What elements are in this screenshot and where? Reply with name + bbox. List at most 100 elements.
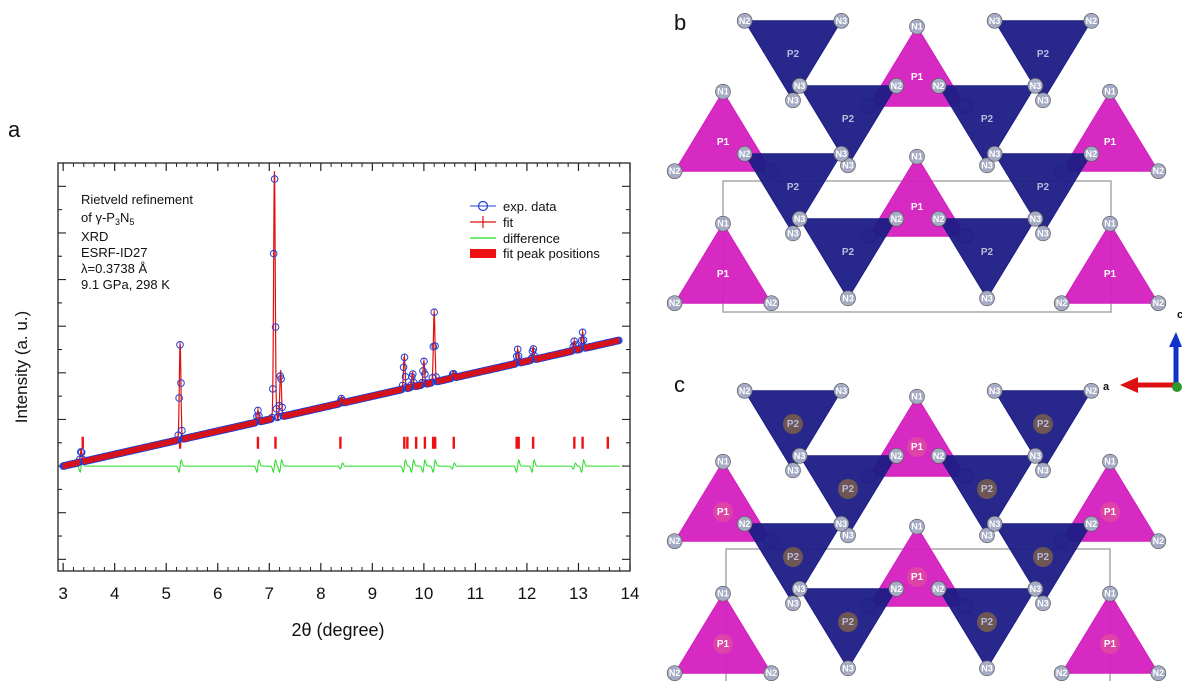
atom-sphere (986, 146, 1003, 162)
atom-label: N3 (989, 149, 1001, 159)
p1-label: P1 (911, 202, 924, 213)
exp-data-point (178, 426, 186, 435)
atom-sphere (791, 447, 808, 464)
atom-label: N3 (842, 663, 854, 673)
panel-c-structure: c P2N3N2N3P2N3N3N2P1N1N2N2P2N3N3N2P2N3N2… (666, 372, 1167, 686)
annotation-line-2: of γ-P3N5 (81, 210, 134, 227)
atom-sphere (763, 295, 780, 312)
atom-label: N2 (669, 536, 681, 546)
p2-label: P2 (787, 182, 800, 193)
exp-data-point (399, 363, 408, 372)
atom-sphere (785, 225, 801, 242)
peak-position-marker (581, 436, 584, 449)
x-tick-label: 14 (621, 584, 640, 603)
peak-position-marker (406, 436, 409, 449)
atom-sphere (986, 382, 1003, 399)
atom-label: N3 (1030, 451, 1042, 461)
atom-sphere (1053, 295, 1070, 312)
atom-label: N2 (739, 519, 751, 529)
legend-entry-difference: difference (470, 231, 560, 246)
tetrahedron (993, 153, 1093, 235)
data-layer (59, 171, 623, 474)
atom-sphere (785, 595, 801, 612)
atom-label: N3 (989, 519, 1001, 529)
atom-label: N3 (1037, 95, 1049, 105)
atom-label: N2 (1056, 668, 1068, 678)
refinement-annotation: Rietveld refinement of γ-P3N5 XRD ESRF-I… (81, 192, 193, 292)
x-tick-label: 11 (467, 584, 485, 603)
peak-position-marker (531, 436, 535, 449)
peak-position-marker (423, 436, 427, 449)
atom-label: N3 (981, 293, 993, 303)
atom-sphere (930, 580, 947, 597)
p1-label: P1 (911, 442, 924, 453)
x-tick-label: 10 (414, 584, 433, 603)
peak-position-marker (178, 436, 182, 449)
atom-sphere (1150, 533, 1167, 550)
atom-sphere (979, 527, 995, 544)
p1-label: P1 (717, 507, 730, 518)
exp-data-point (269, 385, 277, 393)
exp-data-point (579, 336, 588, 344)
atom-sphere (1027, 78, 1044, 94)
exp-data-point (269, 249, 278, 258)
peak-position-marker (434, 436, 437, 449)
atom-label: N2 (1153, 166, 1165, 176)
atom-label: N2 (891, 214, 903, 224)
p1-label: P1 (717, 137, 730, 148)
p2-label: P2 (1037, 182, 1050, 193)
atom-sphere (909, 148, 925, 165)
p2-label: P2 (787, 419, 800, 430)
exp-data-point (271, 323, 280, 331)
atom-sphere (1150, 295, 1167, 312)
atom-label: N3 (981, 663, 993, 673)
p-atom-sphere (977, 612, 997, 632)
p1-label: P1 (1104, 269, 1117, 280)
atom-label: N2 (933, 584, 945, 594)
atom-label: N2 (766, 668, 778, 678)
atom-label: N1 (1104, 219, 1116, 229)
a-axis-label: a (1103, 381, 1110, 393)
p2-label: P2 (842, 247, 855, 258)
p-atom-sphere (783, 547, 803, 567)
atom-sphere (833, 12, 850, 29)
atom-sphere (979, 290, 995, 307)
atom-label: N2 (1086, 386, 1098, 396)
atom-label: N2 (766, 298, 778, 308)
peak-position-marker (403, 436, 406, 449)
x-tick-labels: 3 4 5 6 7 8 9 10 11 12 13 14 (58, 584, 639, 603)
atom-sphere (736, 12, 753, 29)
p2-label: P2 (842, 484, 855, 495)
b-axis-origin-icon (1172, 382, 1182, 392)
exp-data-point (277, 375, 285, 383)
atom-label: N3 (842, 160, 854, 170)
exp-data-point (421, 370, 429, 378)
legend-entry-exp: exp. data (470, 199, 557, 214)
panel-b-structure: b P2N3N2N3P2N3N3N2P1N1N2N2P2N3N3N2P2N3N2… (666, 10, 1167, 313)
annotation-line-1: Rietveld refinement (81, 192, 193, 207)
legend-fit-label: fit (503, 215, 514, 230)
peak-position-marker (274, 436, 277, 449)
atom-label: N2 (739, 386, 751, 396)
atom-label: N3 (842, 530, 854, 540)
p2-label: P2 (981, 484, 994, 495)
y-axis-label: Intensity (a. u.) (12, 311, 31, 423)
atom-label: N2 (1086, 519, 1098, 529)
atom-sphere (930, 211, 947, 227)
peak-position-marker (256, 436, 260, 449)
atom-sphere (909, 388, 925, 405)
exp-data-point (420, 357, 428, 366)
fit-curve (63, 171, 620, 467)
atom-sphere (1102, 585, 1118, 602)
atom-label: N2 (669, 166, 681, 176)
atom-label: N2 (669, 668, 681, 678)
atom-label: N1 (911, 392, 923, 402)
axis-indicator: a c (1103, 309, 1182, 393)
legend-entry-fit: fit (470, 215, 514, 230)
atom-sphere (1035, 595, 1051, 612)
peak-position-marker (573, 436, 576, 449)
annotation-line-4: ESRF-ID27 (81, 245, 147, 260)
legend: exp. data fit difference fit peak positi… (470, 199, 600, 261)
atom-label: N3 (794, 214, 806, 224)
atom-sphere (785, 92, 801, 109)
